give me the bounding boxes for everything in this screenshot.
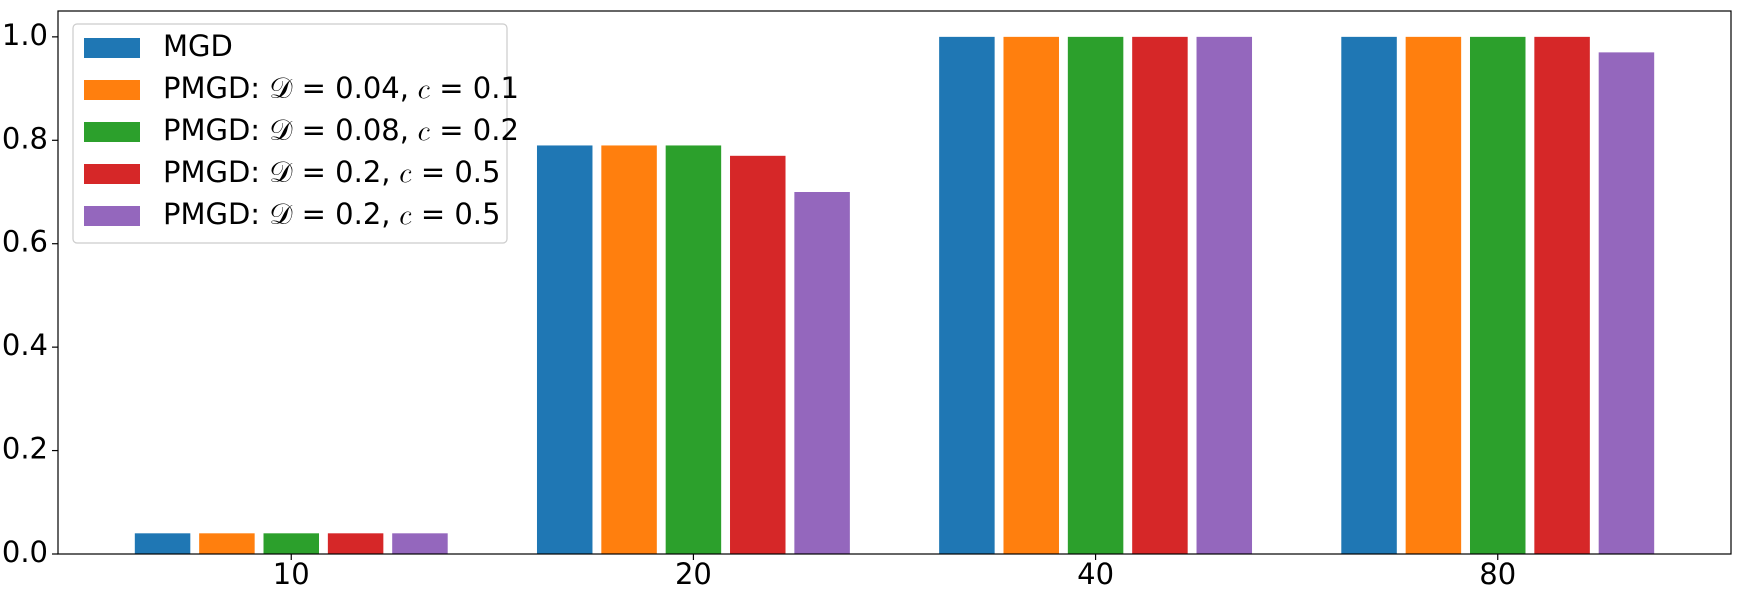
bar [1469, 36, 1526, 555]
bar [1598, 52, 1655, 554]
legend-label: PMGD: 𝒟 = 0.04, 𝑐 = 0.1 [163, 71, 519, 105]
legend-swatch [84, 122, 140, 142]
legend-swatch [84, 206, 140, 226]
bar [1003, 36, 1059, 555]
y-tick-label: 0.6 [2, 225, 48, 259]
y-tick-label: 1.0 [2, 18, 48, 52]
bar [1405, 36, 1462, 555]
legend-swatch [84, 80, 140, 100]
legend-swatch [84, 164, 140, 184]
legend-swatch [84, 38, 140, 58]
bar [134, 533, 191, 554]
plot-frame [57, 10, 1732, 555]
bar [1067, 36, 1124, 555]
bar [939, 36, 995, 555]
legend-label: PMGD: 𝒟 = 0.2, 𝑐 = 0.5 [163, 155, 500, 189]
bar [1534, 36, 1590, 555]
bar [601, 145, 657, 554]
bar [327, 533, 384, 554]
bar [263, 533, 320, 554]
bar [536, 145, 593, 554]
bar [1132, 36, 1188, 555]
y-tick-label: 0.8 [2, 121, 48, 155]
x-tick-label: 20 [675, 557, 712, 591]
bar [199, 533, 255, 554]
y-tick-label: 0.2 [2, 432, 48, 466]
x-tick-label: 80 [1479, 557, 1516, 591]
bar [392, 533, 448, 554]
legend-label: PMGD: 𝒟 = 0.08, 𝑐 = 0.2 [163, 113, 519, 147]
legend-box [72, 23, 508, 244]
y-tick-label: 0.4 [2, 328, 48, 362]
bar [1196, 36, 1253, 555]
legend-label: PMGD: 𝒟 = 0.2, 𝑐 = 0.5 [163, 197, 500, 231]
y-tick-label: 0.0 [2, 535, 48, 569]
x-tick-label: 40 [1077, 557, 1114, 591]
bar [730, 155, 786, 555]
bar [1341, 36, 1397, 555]
x-tick-label: 10 [273, 557, 310, 591]
legend-label: MGD [163, 29, 233, 63]
bar [794, 192, 850, 554]
bar [665, 145, 722, 554]
